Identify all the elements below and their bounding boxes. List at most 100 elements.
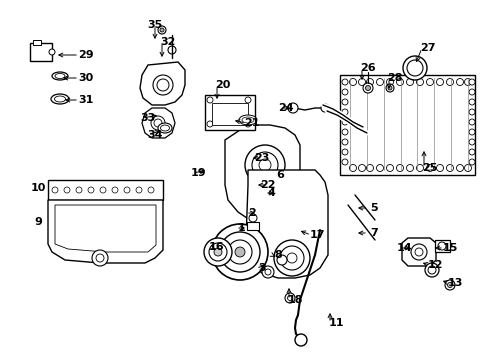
Text: 5: 5	[369, 203, 377, 213]
Circle shape	[365, 85, 370, 90]
Circle shape	[358, 165, 365, 171]
Ellipse shape	[51, 94, 69, 104]
Circle shape	[251, 152, 278, 178]
Circle shape	[341, 129, 347, 135]
Circle shape	[424, 263, 438, 277]
Circle shape	[456, 78, 463, 85]
Circle shape	[220, 232, 260, 272]
Circle shape	[286, 253, 296, 263]
Circle shape	[49, 49, 55, 55]
Circle shape	[52, 187, 58, 193]
Circle shape	[124, 187, 130, 193]
Ellipse shape	[52, 72, 68, 80]
Bar	[212, 103, 247, 125]
Text: 26: 26	[360, 63, 375, 73]
Circle shape	[214, 248, 222, 256]
Circle shape	[160, 28, 163, 32]
Circle shape	[349, 165, 356, 171]
Text: 32: 32	[160, 37, 175, 47]
Text: 7: 7	[369, 228, 377, 238]
Circle shape	[285, 293, 294, 303]
Text: 31: 31	[78, 95, 94, 105]
Circle shape	[349, 78, 356, 85]
Circle shape	[366, 165, 373, 171]
Text: 3: 3	[258, 263, 265, 273]
Circle shape	[410, 244, 426, 260]
Text: 15: 15	[442, 243, 457, 253]
Circle shape	[341, 99, 347, 105]
Text: 29: 29	[78, 50, 94, 60]
Text: 2: 2	[247, 208, 255, 218]
Circle shape	[468, 159, 474, 165]
Circle shape	[416, 165, 423, 171]
Polygon shape	[142, 108, 175, 138]
Text: 22: 22	[260, 180, 275, 190]
Circle shape	[287, 103, 297, 113]
Ellipse shape	[55, 73, 65, 78]
Circle shape	[244, 145, 285, 185]
Text: 25: 25	[422, 163, 437, 173]
Text: 17: 17	[308, 230, 324, 240]
Circle shape	[264, 269, 270, 275]
Circle shape	[227, 240, 251, 264]
Circle shape	[366, 78, 373, 85]
Polygon shape	[252, 183, 280, 215]
Circle shape	[112, 187, 118, 193]
Circle shape	[464, 165, 470, 171]
Text: 1: 1	[238, 223, 245, 233]
Circle shape	[64, 187, 70, 193]
Circle shape	[154, 119, 162, 127]
Circle shape	[153, 75, 173, 95]
Circle shape	[262, 266, 273, 278]
Ellipse shape	[158, 123, 172, 133]
Circle shape	[258, 188, 273, 204]
Circle shape	[280, 246, 304, 270]
Bar	[246, 222, 259, 230]
Circle shape	[203, 238, 231, 266]
Text: 27: 27	[419, 43, 435, 53]
Circle shape	[259, 159, 270, 171]
Circle shape	[341, 119, 347, 125]
Circle shape	[341, 79, 347, 85]
Ellipse shape	[239, 115, 257, 125]
Circle shape	[436, 165, 443, 171]
Text: 33: 33	[140, 113, 155, 123]
Text: 28: 28	[386, 73, 402, 83]
Circle shape	[437, 242, 445, 250]
Circle shape	[158, 26, 165, 34]
Bar	[48, 180, 163, 200]
Circle shape	[148, 187, 154, 193]
Text: 16: 16	[208, 242, 224, 252]
Circle shape	[427, 266, 435, 274]
Circle shape	[447, 283, 451, 288]
Circle shape	[206, 121, 213, 127]
Circle shape	[414, 248, 422, 256]
Circle shape	[468, 109, 474, 115]
Circle shape	[468, 79, 474, 85]
Circle shape	[136, 187, 142, 193]
Circle shape	[320, 104, 328, 112]
Circle shape	[276, 255, 286, 265]
Text: 21: 21	[244, 118, 259, 128]
Circle shape	[248, 214, 257, 222]
Circle shape	[385, 84, 393, 92]
Polygon shape	[48, 200, 163, 263]
Circle shape	[287, 296, 292, 301]
Circle shape	[273, 240, 309, 276]
Circle shape	[468, 149, 474, 155]
Text: 24: 24	[278, 103, 293, 113]
Circle shape	[436, 78, 443, 85]
Circle shape	[468, 139, 474, 145]
Ellipse shape	[242, 117, 253, 123]
Text: 30: 30	[78, 73, 93, 83]
Circle shape	[244, 97, 250, 103]
Circle shape	[406, 60, 422, 76]
Circle shape	[100, 187, 106, 193]
Circle shape	[76, 187, 82, 193]
Circle shape	[456, 165, 463, 171]
Circle shape	[208, 243, 226, 261]
Text: 11: 11	[327, 318, 343, 328]
Circle shape	[444, 280, 454, 290]
Circle shape	[464, 78, 470, 85]
Polygon shape	[55, 205, 156, 252]
